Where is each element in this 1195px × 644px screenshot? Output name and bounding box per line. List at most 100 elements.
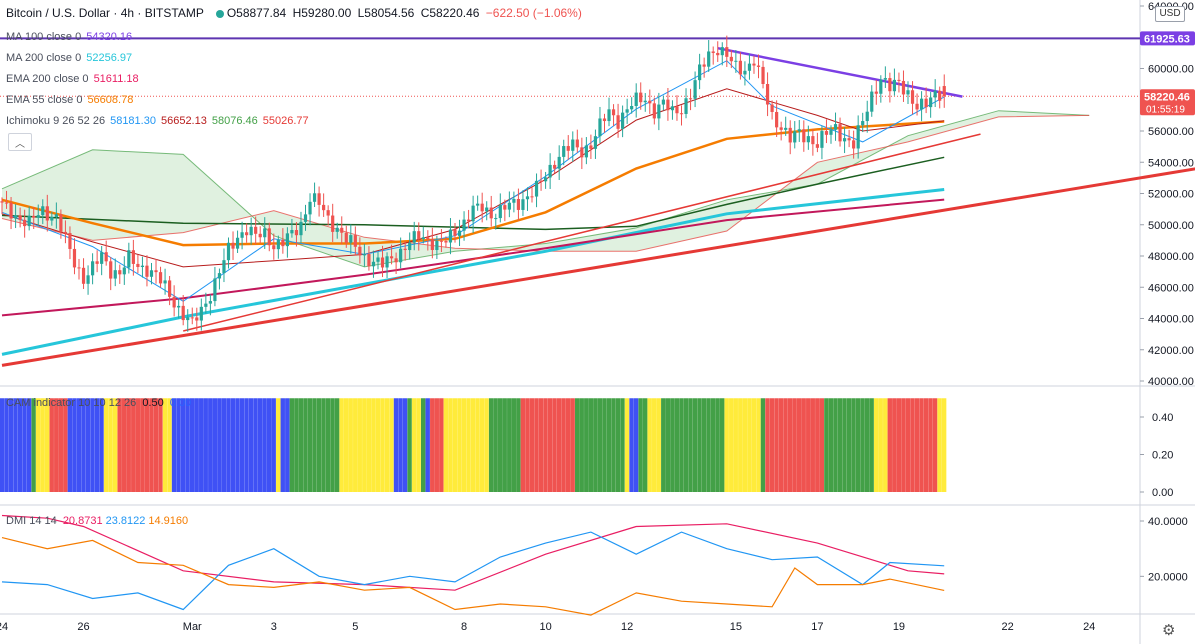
candle-body [403, 248, 407, 251]
candle-body [263, 228, 267, 238]
cam-bar [837, 398, 843, 492]
indicator-legend-3[interactable]: EMA 55 close 0 56608.78 [6, 93, 136, 107]
price-tick-label: 52000.00 [1148, 189, 1194, 201]
candle-body [634, 92, 638, 107]
candle-body [580, 147, 584, 158]
cam-bar [131, 398, 136, 492]
indicator-legend-2[interactable]: EMA 200 close 0 51611.18 [6, 72, 142, 86]
candle-body [562, 146, 566, 157]
candle-body [910, 90, 915, 104]
countdown-label: 01:55:19 [1146, 104, 1185, 115]
candle-body [530, 196, 534, 198]
cam-bar [185, 398, 190, 492]
candle-body [793, 131, 797, 143]
price-tick-label: 50000.00 [1148, 220, 1194, 232]
cam-bar [221, 398, 227, 492]
candle-body [222, 260, 226, 274]
cam-bar [457, 398, 462, 492]
cam-bar [393, 398, 399, 492]
cam-bar [796, 398, 802, 492]
cam-bar [928, 398, 933, 492]
candle-body [811, 136, 815, 145]
candle-body [412, 231, 416, 243]
candle-body [23, 219, 27, 227]
candle-body [806, 136, 810, 143]
candle-body [50, 217, 54, 221]
cam-bar [212, 398, 218, 492]
cam-bar [0, 398, 5, 492]
cam-bar [556, 398, 562, 492]
candle-body [77, 267, 81, 269]
collapse-indicators-button[interactable]: ︿ [8, 133, 32, 151]
candle-body [480, 203, 484, 212]
price-tick-label: 60000.00 [1148, 64, 1194, 76]
cam-bar [271, 398, 276, 492]
candle-body [707, 51, 711, 67]
cam-bar [280, 398, 285, 492]
cam-bar [35, 398, 41, 492]
cam-tick-label: 0.00 [1152, 487, 1173, 499]
candle-body [534, 180, 539, 197]
cam-bar [810, 398, 815, 492]
currency-badge[interactable]: USD [1155, 6, 1185, 22]
cam-bar [31, 398, 36, 492]
cam-bar [751, 398, 757, 492]
cam-bar [815, 398, 820, 492]
cam-bar [606, 398, 612, 492]
candle-body [602, 118, 607, 122]
cam-bar [932, 398, 938, 492]
dmi-series-line-1 [1, 531, 945, 611]
candle-body [716, 52, 720, 56]
candle-body [906, 90, 910, 95]
candle-body [163, 280, 167, 284]
candle-body [702, 64, 706, 67]
time-tick-label: 3 [271, 621, 277, 633]
cam-bar [679, 398, 684, 492]
cam-bar [901, 398, 906, 492]
candle-body [285, 233, 289, 247]
dmi-value: 23.8122 [105, 515, 146, 527]
ichimoku-legend[interactable]: Ichimoku 9 26 52 26 58181.30 56652.13 58076… [6, 114, 312, 128]
cam-bar [842, 398, 847, 492]
cam-bar [887, 398, 892, 492]
candle-body [598, 118, 602, 137]
candle-body [938, 90, 942, 101]
time-tick-label: 17 [811, 621, 823, 633]
cam-bar [312, 398, 317, 492]
ohlc-header: Bitcoin / U.S. Dollar · 4h · BITSTAMP O58… [6, 6, 585, 20]
cam-bar [339, 398, 344, 492]
candle-body [788, 127, 792, 143]
cam-bar [516, 398, 521, 492]
candle-body [743, 70, 747, 75]
indicator-legend-0[interactable]: MA 100 close 0 54320.16 [6, 30, 135, 44]
price-tick-label: 48000.00 [1148, 251, 1194, 263]
candle-body [231, 242, 235, 249]
cam-bar [26, 398, 32, 492]
candle-body [394, 258, 398, 263]
cam-legend: CAM indicator 10 10 12 26 0.50 0.00 [6, 396, 194, 410]
indicator-legend-1[interactable]: MA 200 close 0 52256.97 [6, 51, 135, 65]
candle-body [322, 204, 326, 211]
candle-body [340, 227, 344, 233]
candle-body [494, 218, 498, 220]
cam-bar [420, 398, 426, 492]
cam-bar [484, 398, 489, 492]
candle-body [100, 252, 104, 264]
cam-bar [738, 398, 743, 492]
gear-icon[interactable]: ⚙ [1162, 622, 1176, 639]
candle-body [32, 215, 36, 218]
candle-body [666, 99, 670, 111]
cam-bar [597, 398, 603, 492]
cam-bar [670, 398, 675, 492]
cam-bar [398, 398, 403, 492]
cam-bar [54, 398, 59, 492]
dmi-legend: DMI 14 14 20.8731 23.8122 14.9160 [6, 514, 191, 528]
cam-bar [466, 398, 471, 492]
symbol-title[interactable]: Bitcoin / U.S. Dollar · 4h · BITSTAMP [6, 6, 204, 20]
candle-body [18, 215, 22, 220]
cam-bar [611, 398, 616, 492]
candle-body [476, 203, 480, 206]
cam-bar [819, 398, 825, 492]
candle-body [883, 78, 887, 80]
